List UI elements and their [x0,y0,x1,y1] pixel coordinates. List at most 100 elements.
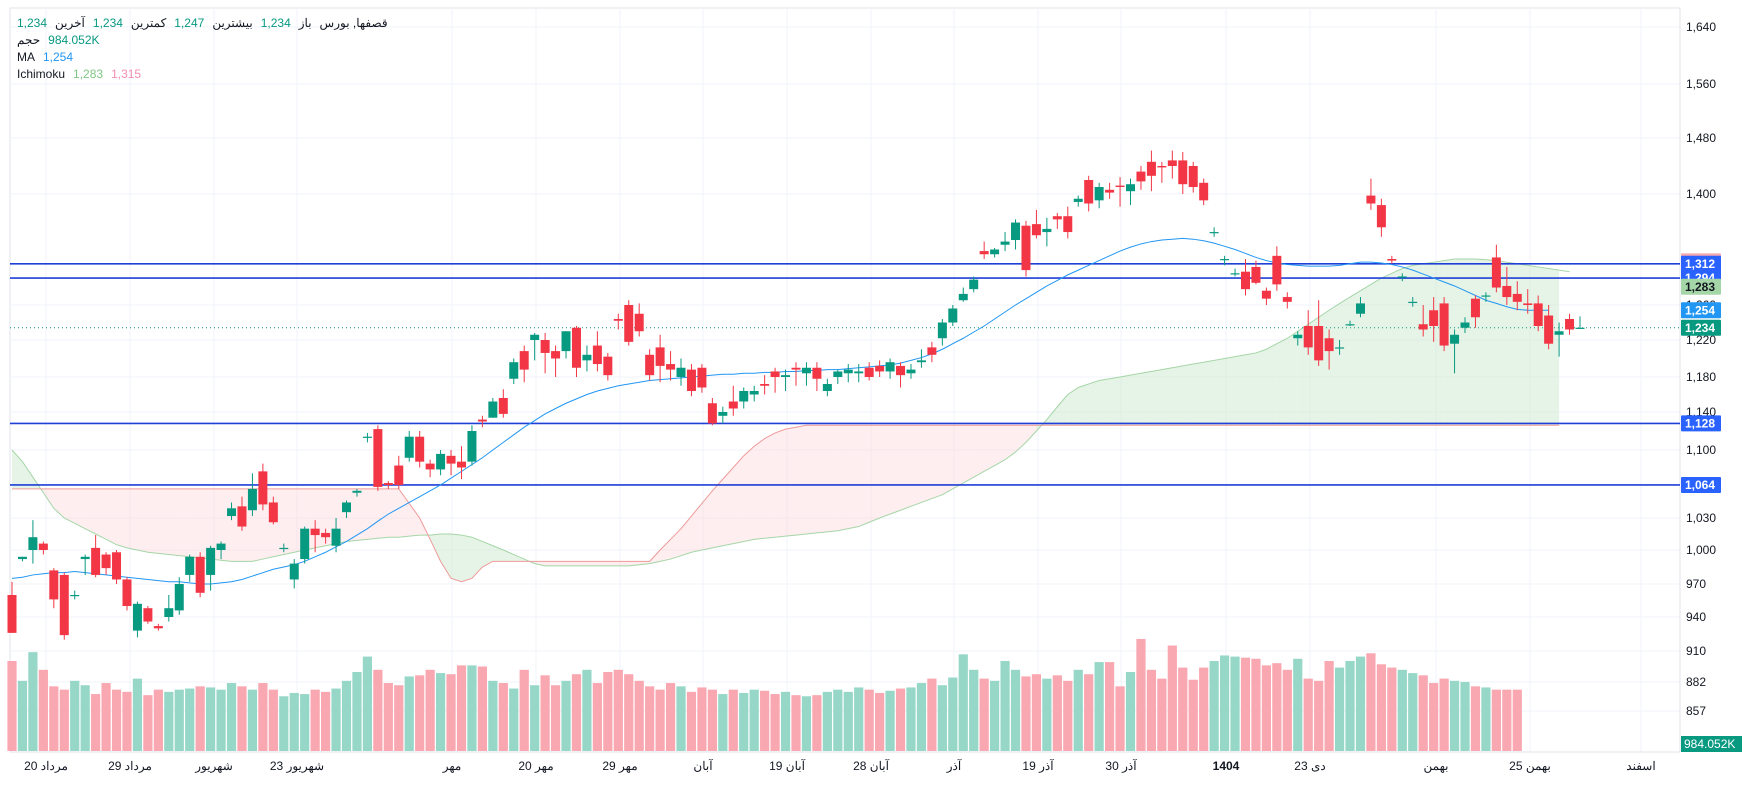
volume-bar [655,689,665,751]
volume-bar [1157,678,1167,751]
ichimoku-cloud-segment [346,488,357,542]
candle-body [467,431,477,462]
candle-body [676,367,686,377]
candle-body [739,391,749,402]
volume-bar [352,672,362,751]
volume-bar [916,683,927,751]
ichimoku-cloud-segment [775,429,786,538]
candle-body [843,369,853,374]
volume-bar [331,688,341,751]
candle-body [1565,319,1575,330]
volume-bar [174,689,184,751]
volume-bar [1063,680,1073,751]
volume-bar [707,689,717,751]
candle-body [1115,185,1125,187]
ichimoku-cloud-segment [1109,377,1121,426]
ichimoku-cloud-segment [492,545,504,562]
volume-bar [91,694,101,751]
ichimoku-cloud-segment [158,488,169,555]
candle-body [812,367,822,379]
ichimoku-cloud-segment [43,488,54,509]
volume-bar [111,689,122,751]
legend-volume-row[interactable]: حجم 984.052K [17,32,388,49]
time-tick-label: 1404 [1213,759,1240,773]
legend-symbol[interactable]: قصفها, بورس [319,16,388,30]
legend-ma: 1,254 [43,50,74,64]
candle-body [80,556,90,560]
chart-legend: قصفها, بورس باز 1,234 بیشترین 1,247 کمتر… [17,15,388,83]
candle-body [143,608,153,622]
ichimoku-cloud-segment [1297,324,1309,426]
legend-open: 1,234 [260,16,291,30]
candle-body [122,579,132,606]
volume-bar [948,677,958,751]
candle-body [540,340,550,353]
candle-body [91,547,101,575]
candle-body [1261,290,1271,299]
candle-body [781,375,791,377]
candle-body [1523,303,1533,305]
ichimoku-cloud-segment [283,488,295,555]
ichimoku-cloud-segment [126,488,138,550]
volume-bar [969,669,979,751]
legend-ma-row[interactable]: MA 1,254 [17,49,388,66]
ichimoku-cloud-segment [513,554,525,562]
candle-body [362,436,372,438]
volume-bar [509,688,519,751]
candle-body [1157,166,1167,168]
candle-body [1491,257,1501,288]
ichimoku-cloud-segment [1412,263,1424,426]
ichimoku-cloud-segment [1475,259,1486,426]
time-tick-label: 19 آبان [769,758,805,773]
candle-body [686,369,696,391]
candle-body [1293,334,1303,339]
candle-body [342,502,352,513]
volume-bar [268,689,278,751]
volume-bar [164,691,174,751]
volume-bar [394,685,404,751]
price-tick-label: 1,400 [1686,187,1716,201]
volume-bar [477,666,487,751]
candle-body [592,345,602,365]
volume-bar [1272,663,1282,751]
candle-body [916,360,926,363]
ichimoku-cloud-segment [64,488,75,524]
ichimoku-cloud-segment [74,488,86,529]
candle-body [1063,216,1073,233]
ichimoku-cloud-segment [1329,303,1340,426]
volume-bar [760,690,770,751]
candle-body [1031,224,1041,236]
volume-bar [686,691,697,751]
legend-ichimoku-row[interactable]: Ichimoku 1,283 1,315 [17,66,388,83]
volume-bar [561,680,571,751]
volume-bar [1010,669,1021,751]
volume-bar [425,669,435,751]
price-label-box [1681,278,1721,295]
candle-body [760,384,770,386]
ichimoku-cloud-segment [879,425,891,518]
volume-bar [38,669,48,751]
ichimoku-cloud-segment [1088,380,1100,426]
ichimoku-cloud-segment [931,425,943,499]
candle-body [979,251,989,255]
volume-bar [310,689,320,751]
ichimoku-cloud-segment [1276,338,1288,426]
volume-bar [550,685,561,751]
volume-bar [237,686,247,751]
price-tick-label: 1,100 [1686,443,1716,457]
ichimoku-cloud-segment [398,488,410,538]
candle-body [268,502,278,523]
volume-bar [122,691,132,751]
ichimoku-cloud-segment [1182,364,1194,426]
candle-body [310,528,320,536]
time-tick-label: 25 بهمن [1509,759,1551,773]
candle-body [1052,216,1062,220]
candle-body [1376,205,1386,228]
volume-bar [300,694,310,751]
ichimoku-cloud-segment [168,488,180,556]
ichimoku-cloud-segment [890,425,901,515]
volume-bar [341,680,352,751]
candle-body [937,322,947,339]
volume-label-text: 984.052K [1684,737,1735,751]
